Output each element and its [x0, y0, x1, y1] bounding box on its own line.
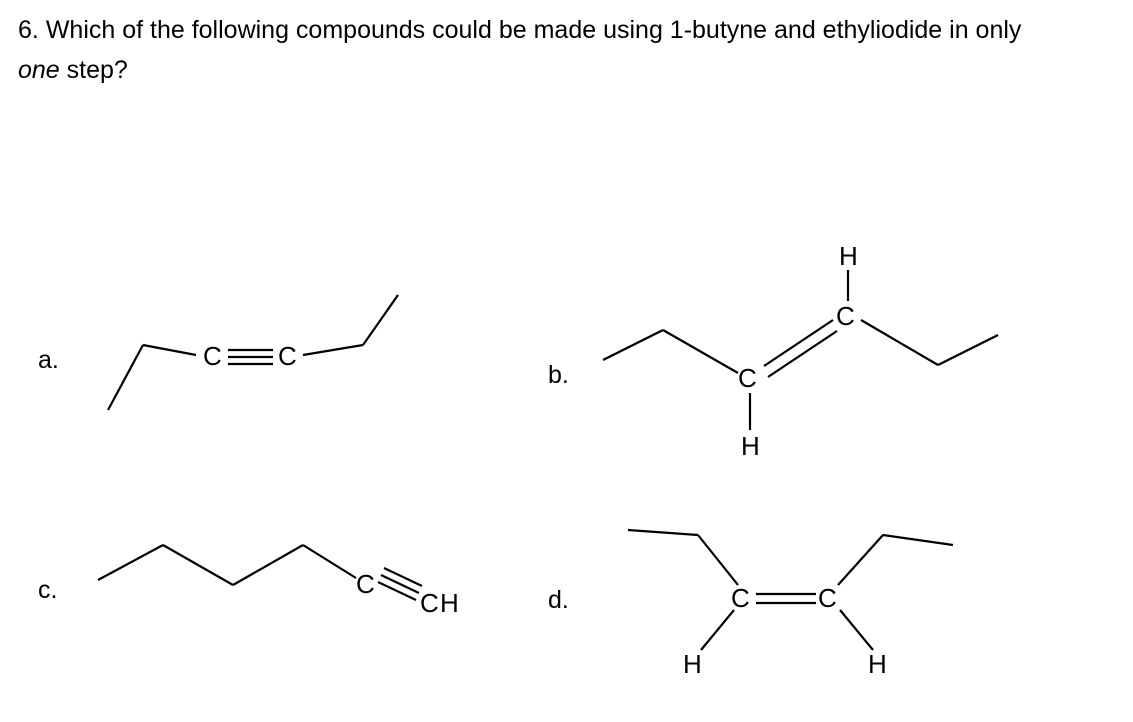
question-line1: Which of the following compounds could b…: [46, 16, 1022, 44]
question-rest: step?: [60, 56, 128, 84]
atom-Cc2: C: [420, 588, 439, 618]
option-b: b. C H C H: [548, 265, 1028, 485]
structure-a: C C: [78, 290, 438, 430]
option-e-text: They could all be made in one step.: [27, 718, 422, 722]
question-text: 6. Which of the following compounds coul…: [18, 10, 1115, 50]
structure-c: C C H: [78, 530, 498, 650]
atom-Hb-right: H: [839, 241, 858, 271]
atom-Cd-left: C: [731, 583, 750, 613]
option-a-label: a.: [38, 346, 78, 375]
atom-Hb-left: H: [741, 431, 760, 461]
atom-C-left: C: [203, 341, 222, 371]
option-d: d. C H C H: [548, 510, 1008, 690]
atom-Cb-right: C: [836, 301, 855, 331]
option-b-label: b.: [548, 361, 588, 390]
question-line2-wrap: one step?: [18, 50, 1115, 90]
page: 6. Which of the following compounds coul…: [0, 0, 1133, 722]
structure-d: C H C H: [588, 510, 1008, 690]
option-c: c. C C H: [38, 530, 498, 650]
atom-Hd-left: H: [683, 649, 702, 679]
atom-Hc: H: [440, 588, 459, 618]
option-e-label: e.: [0, 718, 21, 722]
option-c-label: c.: [38, 576, 78, 605]
question-em: one: [18, 56, 60, 84]
atom-Cc: C: [356, 569, 375, 599]
atom-Hd-right: H: [868, 649, 887, 679]
atom-Cb-left: C: [738, 363, 757, 393]
atom-C-right: C: [278, 341, 297, 371]
question-number: 6.: [18, 16, 39, 44]
atom-Cd-right: C: [818, 583, 837, 613]
structure-b: C H C H: [588, 265, 1028, 485]
option-d-label: d.: [548, 586, 588, 615]
option-a: a. C C: [38, 290, 438, 430]
option-e: e. They could all be made in one step.: [0, 718, 422, 722]
